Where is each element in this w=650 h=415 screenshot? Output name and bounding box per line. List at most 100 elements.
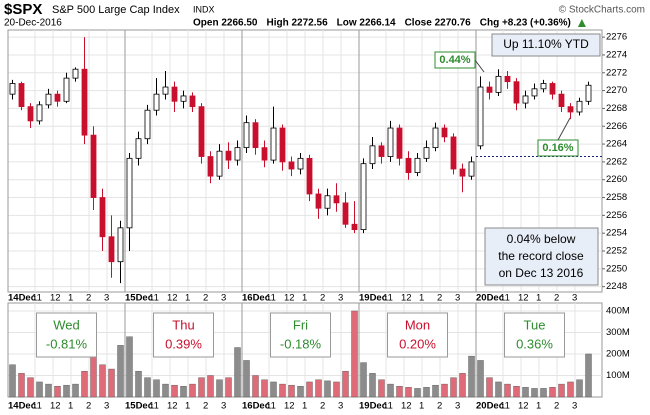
- volume-bar: [504, 383, 511, 398]
- candle-body: [27, 106, 34, 122]
- volume-bar: [441, 383, 448, 398]
- volume-bar: [108, 368, 115, 398]
- volume-bar: [360, 362, 367, 398]
- x-tick-label: 3: [572, 401, 577, 412]
- annotation-pointer: [557, 117, 571, 141]
- candle-body: [504, 75, 511, 83]
- volume-bar: [522, 387, 529, 398]
- candle-body: [18, 83, 25, 108]
- candle-body: [279, 127, 286, 163]
- volume-bar: [459, 373, 466, 398]
- volume-bar: [513, 386, 520, 398]
- y-tick-label: 400M: [606, 305, 630, 316]
- candle-body: [297, 157, 304, 170]
- candle-body: [396, 127, 403, 159]
- x-tick-label: 3: [104, 293, 109, 304]
- quote-item: Close 2270.76: [405, 18, 472, 29]
- candle-body: [351, 223, 358, 231]
- candle-body: [207, 156, 214, 177]
- volume-bar: [117, 345, 124, 398]
- quote-item: Open 2266.50: [193, 18, 258, 29]
- volume-bar: [63, 384, 70, 398]
- annotation: 0.16%: [542, 142, 573, 154]
- volume-bar: [270, 381, 277, 398]
- candle-body: [531, 88, 538, 97]
- candle-body: [549, 83, 556, 95]
- x-tick-label: 12: [401, 293, 412, 304]
- annotation: Up 11.10% YTD: [503, 37, 589, 51]
- volume-bar: [396, 386, 403, 398]
- volume-bar: [144, 377, 151, 398]
- date: 20-Dec-2016: [4, 18, 62, 29]
- volume-bar: [450, 377, 457, 398]
- x-tick-label: 2: [203, 401, 208, 412]
- candle-body: [144, 109, 151, 140]
- volume-bar: [27, 377, 34, 398]
- candle-body: [90, 134, 97, 198]
- volume-bar: [576, 379, 583, 398]
- candle-body: [261, 147, 268, 161]
- volume-bar: [225, 377, 232, 398]
- candle-body: [54, 93, 61, 102]
- volume-bar: [234, 347, 241, 398]
- day-box: [153, 312, 214, 358]
- x-tick-label: 2: [437, 401, 442, 412]
- volume-bar: [162, 383, 169, 398]
- volume-bar: [369, 373, 376, 398]
- candle-body: [360, 163, 367, 231]
- quote-item: Chg +8.23 (+0.36%): [480, 18, 571, 29]
- x-tick-label: 2: [86, 293, 91, 304]
- x-tick-label: 1: [68, 401, 73, 412]
- candle-body: [441, 127, 448, 138]
- x-tick-label: 12: [50, 401, 61, 412]
- volume-bar: [288, 384, 295, 398]
- volume-bar: [549, 387, 556, 398]
- x-tick-label: 3: [455, 401, 460, 412]
- candle-body: [99, 197, 106, 238]
- volume-bar: [405, 387, 412, 398]
- y-tick-label: 2256: [606, 210, 627, 221]
- volume-bar: [36, 381, 43, 398]
- candle-body: [315, 193, 322, 209]
- volume-bar: [261, 379, 268, 398]
- x-tick-label: 1: [419, 293, 424, 304]
- x-tick-label: 16Dec: [242, 401, 270, 412]
- day-label: Wed: [53, 317, 80, 332]
- y-tick-label: 2258: [606, 192, 627, 203]
- volume-bar: [315, 379, 322, 398]
- volume-bar: [297, 386, 304, 398]
- volume-bar: [72, 383, 79, 398]
- annotation-box: [434, 51, 476, 69]
- candle-body: [288, 161, 295, 170]
- volume-bar: [423, 387, 430, 398]
- volume-bar: [324, 380, 331, 398]
- day-change: 0.39%: [165, 336, 202, 351]
- x-tick-label: 3: [104, 401, 109, 412]
- volume-bar: [558, 383, 565, 398]
- y-tick-label: 300M: [606, 327, 630, 338]
- day-label: Mon: [405, 317, 430, 332]
- x-tick-label: 12: [284, 401, 295, 412]
- x-tick-label: 2: [203, 293, 208, 304]
- candle-body: [126, 157, 133, 229]
- x-tick-label: 11: [266, 293, 276, 304]
- volume-bar: [585, 353, 592, 398]
- annotation-box: [491, 33, 601, 57]
- x-tick-label: 19Dec: [359, 401, 387, 412]
- volume-bar: [99, 364, 106, 398]
- volume-bar: [432, 384, 439, 398]
- candle-body: [432, 127, 439, 149]
- volume-bar: [18, 373, 25, 398]
- day-box: [36, 312, 97, 358]
- volume-bar: [198, 377, 205, 398]
- volume-bar: [189, 383, 196, 398]
- candle-body: [414, 157, 421, 173]
- candle-body: [387, 127, 394, 157]
- symbol: $SPX: [4, 1, 42, 18]
- annotation: on Dec 13 2016: [499, 266, 584, 280]
- candle-body: [423, 147, 430, 159]
- x-tick-label: 2: [320, 293, 325, 304]
- candle-body: [135, 138, 142, 159]
- annotation-box: [484, 227, 599, 286]
